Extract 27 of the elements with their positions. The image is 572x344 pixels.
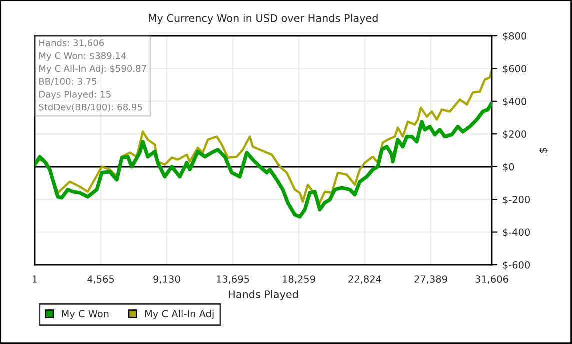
x-tick-label: 22,824 — [348, 276, 382, 284]
y-tick-label: $200 — [503, 130, 527, 140]
x-tick-label: 1 — [32, 276, 38, 283]
x-tick-label: 27,389 — [414, 276, 448, 284]
annotation: Days Played: 15 — [40, 90, 111, 100]
y-axis-title: $ — [539, 148, 548, 153]
annotation: BB/100: 3.75 — [40, 78, 97, 86]
y-tick-label: $-400 — [503, 228, 530, 238]
annotation: Hands: 31,606 — [40, 39, 104, 48]
y-tick-label: $800 — [503, 32, 527, 42]
x-tick-label: 18,259 — [283, 276, 316, 284]
annotation: My C All-In Adj: $590.87 — [40, 65, 146, 74]
x-tick-label: 13,695 — [217, 276, 250, 284]
annotation: My C Won: $389.14 — [40, 52, 126, 62]
y-tick-label: $-600 — [503, 261, 530, 270]
x-axis-title: Hands Played — [229, 290, 298, 300]
legend-label: My C Won — [62, 310, 109, 320]
annotation: StdDev(BB/100): 68.95 — [39, 104, 142, 112]
y-tick-label: $400 — [503, 98, 527, 107]
legend-label: My C All-In Adj — [145, 310, 214, 320]
x-tick-label: 9,130 — [154, 276, 180, 284]
y-tick-label: $0 — [503, 163, 514, 172]
y-tick-label: $-200 — [503, 196, 530, 205]
chart-title: My Currency Won in USD over Hands Played — [149, 14, 378, 24]
x-tick-label: 4,565 — [88, 276, 114, 284]
y-tick-label: $600 — [503, 65, 527, 74]
x-tick-label: 31,606 — [476, 276, 508, 284]
